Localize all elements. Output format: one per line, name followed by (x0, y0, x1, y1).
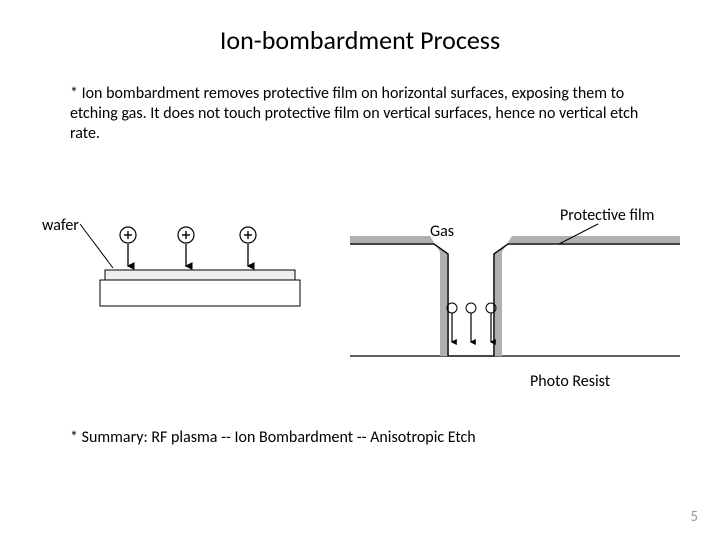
description-paragraph: * Ion bombardment removes protective fil… (70, 84, 650, 144)
page-number: 5 (690, 508, 698, 526)
page-title: Ion-bombardment Process (0, 24, 720, 56)
diagram-svg (0, 200, 720, 400)
summary-line: * Summary: RF plasma -- Ion Bombardment … (70, 428, 476, 447)
